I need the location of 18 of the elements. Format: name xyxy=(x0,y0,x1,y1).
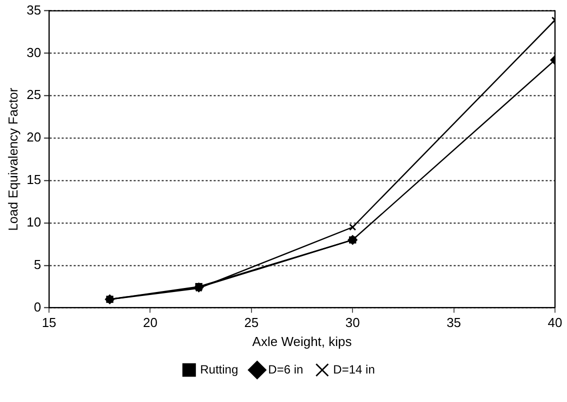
x-tick-label: 20 xyxy=(143,315,158,330)
y-tick-label: 30 xyxy=(26,44,42,60)
y-tick-label: 10 xyxy=(26,214,42,230)
legend-label: Rutting xyxy=(200,362,238,376)
y-tick-label: 15 xyxy=(26,172,42,188)
x-tick-label: 30 xyxy=(345,315,360,330)
y-tick-label: 35 xyxy=(26,2,42,18)
x-axis-title: Axle Weight, kips xyxy=(252,334,352,349)
x-tick-label: 40 xyxy=(548,315,562,330)
legend-label: D=6 in xyxy=(268,362,304,376)
x-tick-label: 25 xyxy=(244,315,259,330)
x-tick-label: 35 xyxy=(446,315,462,330)
legend-label: D=14 in xyxy=(333,362,375,376)
y-tick-label: 20 xyxy=(26,130,42,145)
y-tick-label: 25 xyxy=(26,87,42,102)
y-tick-label: 5 xyxy=(34,256,42,272)
y-axis-title: Load Equivalency Factor xyxy=(5,87,20,231)
y-tick-label: 0 xyxy=(34,299,42,314)
